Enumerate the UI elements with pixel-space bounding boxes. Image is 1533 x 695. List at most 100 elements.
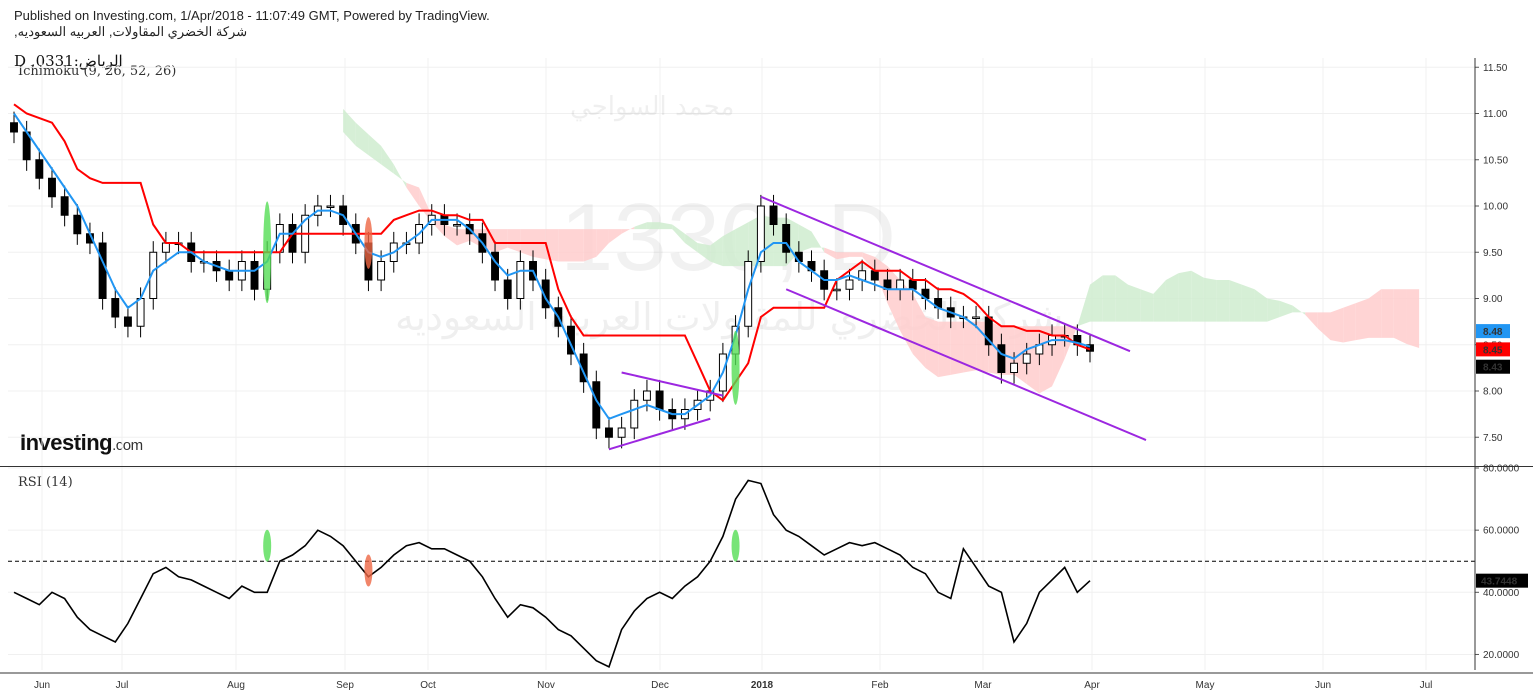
- y-tick-label: 7.50: [1483, 433, 1503, 444]
- cloud-segment: [1229, 280, 1242, 322]
- grid: [8, 58, 1475, 670]
- cloud-segment: [824, 247, 837, 260]
- cloud-segment: [1254, 289, 1268, 322]
- candle-body: [250, 261, 259, 290]
- cloud-segment: [912, 293, 926, 368]
- candle-body: [1010, 362, 1019, 373]
- rsi-signal-highlight: [731, 529, 740, 562]
- x-tick-label: Feb: [871, 680, 889, 691]
- published-line: Published on Investing.com, 1/Apr/2018 -…: [14, 8, 490, 23]
- signal-highlight: [263, 201, 272, 304]
- cloud-segment: [419, 187, 432, 223]
- candle-body: [73, 214, 82, 235]
- rsi-line: [13, 479, 1091, 669]
- cloud-segment: [558, 229, 571, 262]
- candle-body: [655, 390, 664, 410]
- x-tick-label: Sep: [336, 680, 354, 691]
- cloud-segment: [950, 321, 964, 375]
- candle-body: [123, 316, 132, 327]
- candle-body: [617, 427, 626, 438]
- x-tick-label: Jun: [34, 680, 50, 691]
- cloud-segment: [1140, 289, 1154, 322]
- tenkan-line: [13, 112, 1091, 421]
- rsi-badge-text: 43.7448: [1481, 577, 1518, 588]
- signal-highlight: [364, 217, 373, 269]
- cloud-segment: [634, 222, 647, 230]
- cloud-segment: [533, 229, 546, 260]
- x-tick-label: Dec: [651, 680, 669, 691]
- candle-body: [225, 270, 234, 281]
- cloud-segment: [1267, 298, 1280, 322]
- price-badge: [1476, 359, 1510, 374]
- cloud-segment: [1317, 312, 1331, 341]
- candle-body: [60, 196, 69, 216]
- candle-body: [870, 270, 879, 281]
- axes: Jun Jul Aug Sep Oct Nov Dec 2018 Feb Mar Apr May Jun…: [0, 58, 1533, 691]
- candle-body: [48, 177, 56, 198]
- candle-body: [1022, 353, 1031, 364]
- ichimoku-cloud: [343, 108, 1420, 394]
- y-tick-label: 11.50: [1483, 63, 1508, 74]
- rsi-label: RSI (14): [18, 475, 73, 490]
- investing-logo: Investing.com: [20, 430, 143, 456]
- candle-body: [377, 261, 386, 281]
- rsi-badge: [1476, 573, 1528, 588]
- cloud-segment: [1393, 289, 1407, 344]
- signal-highlight: [731, 330, 740, 405]
- cloud-segment: [393, 164, 407, 188]
- cloud-segment: [710, 236, 723, 267]
- y-tick-label: 10.00: [1483, 202, 1508, 213]
- cloud-segment: [938, 321, 951, 378]
- cloud-segment: [1153, 280, 1166, 322]
- x-tick-label: Apr: [1084, 680, 1100, 691]
- candle-body: [136, 298, 145, 327]
- y-tick-label: 9.00: [1483, 294, 1503, 305]
- y-tick-label: 10.50: [1483, 155, 1508, 166]
- rsi-y-tick-label: 60.0000: [1483, 526, 1520, 537]
- cloud-segment: [1241, 284, 1255, 322]
- x-tick-label: Jul: [1420, 680, 1433, 691]
- cloud-segment: [862, 252, 875, 271]
- cloud-segment: [1203, 277, 1217, 322]
- y-tick-label: 8.00: [1483, 387, 1503, 398]
- price-badge: [1476, 342, 1510, 357]
- candle-body: [567, 325, 575, 355]
- cloud-segment: [1077, 284, 1090, 327]
- channel-lower: [785, 288, 1147, 441]
- cloud-segment: [343, 108, 356, 146]
- candle-body: [326, 205, 335, 208]
- cloud-segment: [596, 229, 609, 257]
- cloud-segment: [583, 229, 597, 262]
- candle-body: [149, 251, 158, 299]
- cloud-segment: [1216, 280, 1230, 322]
- x-tick-label: Aug: [227, 680, 245, 691]
- cloud-segment: [874, 256, 888, 304]
- y-tick-label: 9.50: [1483, 248, 1503, 259]
- candle-body: [832, 288, 841, 292]
- price-badge-text: 8.43: [1483, 363, 1503, 374]
- cloud-segment: [1127, 284, 1141, 322]
- cloud-segment: [1165, 273, 1179, 322]
- cloud-segment: [1191, 270, 1204, 322]
- cloud-segment: [368, 134, 382, 165]
- cloud-segment: [1292, 305, 1306, 315]
- cloud-segment: [1368, 289, 1382, 338]
- ichimoku-lines: [13, 103, 1091, 421]
- logo-main: Investing: [20, 430, 113, 455]
- price-badge-text: 8.45: [1483, 345, 1503, 356]
- candle-body: [161, 242, 170, 253]
- cloud-segment: [1305, 312, 1318, 329]
- cloud-segment: [495, 229, 508, 253]
- x-tick-label: Oct: [420, 680, 436, 691]
- cloud-segment: [697, 243, 711, 262]
- cloud-segment: [1343, 303, 1356, 343]
- chart-header: Published on Investing.com, 1/Apr/2018 -…: [14, 8, 490, 40]
- x-tick-label: May: [1196, 680, 1215, 691]
- cloud-segment: [355, 122, 369, 156]
- rsi-y-tick-label: 40.0000: [1483, 588, 1520, 599]
- candles: [10, 111, 1094, 449]
- triangle-lower: [608, 417, 711, 451]
- cloud-segment: [381, 145, 394, 174]
- cloud-segment: [900, 280, 913, 354]
